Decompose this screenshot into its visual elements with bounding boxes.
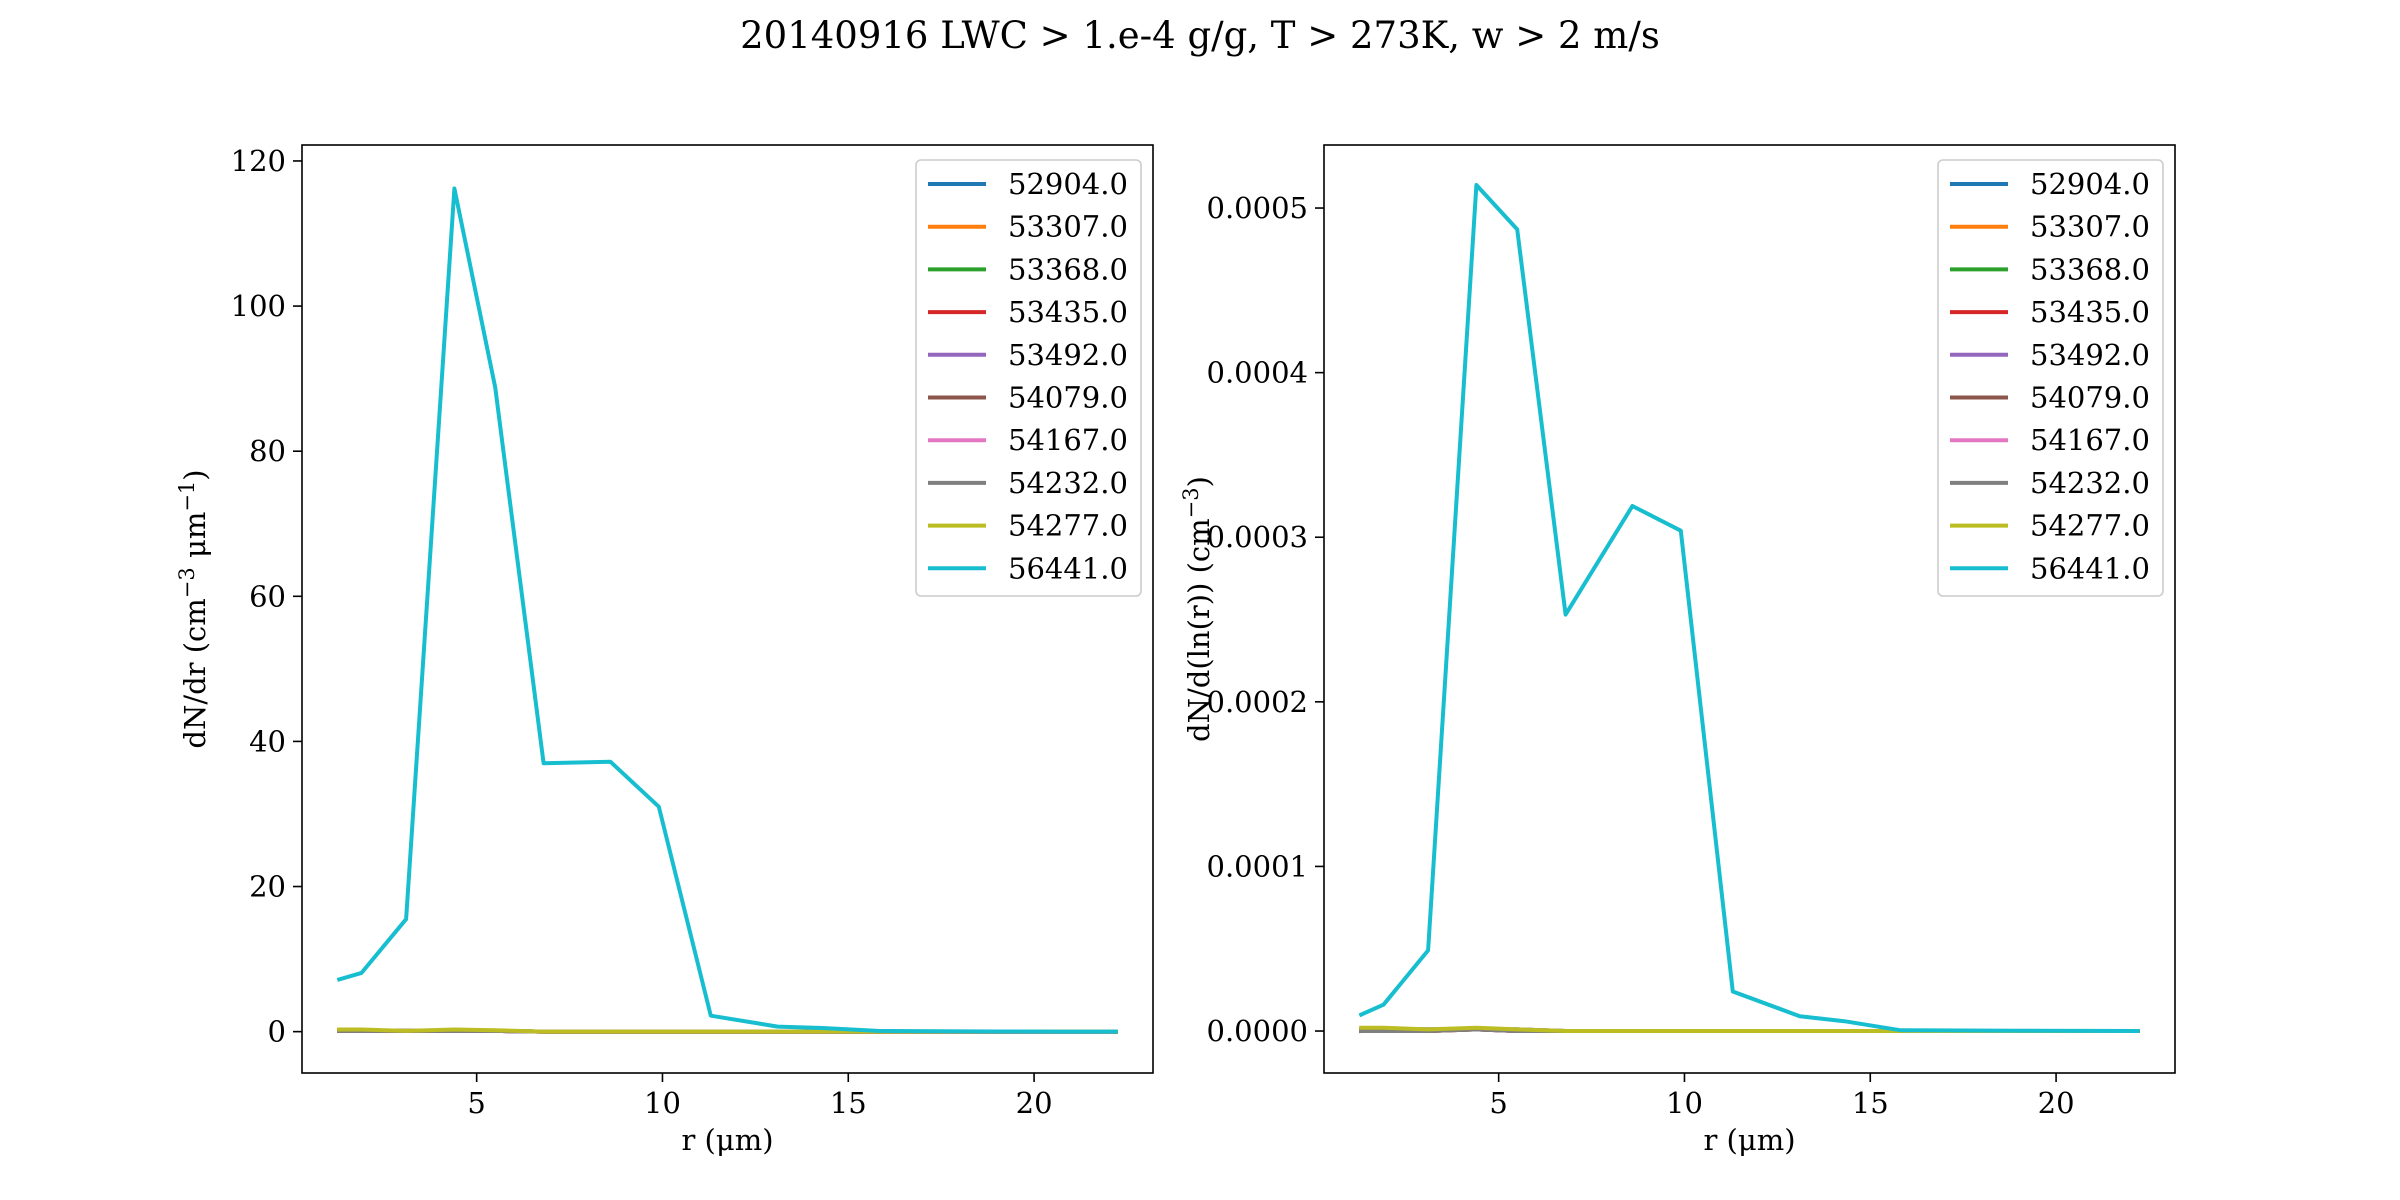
left-x-axis-label: r (μm) bbox=[681, 1123, 773, 1157]
right-x-tick-label: 15 bbox=[1852, 1086, 1889, 1120]
right-legend: 52904.0 53307.0 53368.0 53435.0 53492.0 54079… bbox=[1937, 159, 2164, 597]
right-legend-label-54079-0: 54079.0 bbox=[2030, 381, 2150, 415]
left-y-tick-label: 20 bbox=[249, 870, 286, 904]
left-y-tick-label: 60 bbox=[249, 579, 286, 613]
right-legend-label-54232-0: 54232.0 bbox=[2030, 466, 2150, 500]
right-legend-label-53435-0: 53435.0 bbox=[2030, 295, 2150, 329]
left-legend-label-53492-0: 53492.0 bbox=[1008, 338, 1128, 372]
right-legend-label-54167-0: 54167.0 bbox=[2030, 423, 2150, 457]
left-y-axis-label: dN/dr (cm−3 μm−1) bbox=[175, 469, 212, 748]
left-x-tick-label: 20 bbox=[1016, 1086, 1053, 1120]
left-x-tick-label: 10 bbox=[644, 1086, 681, 1120]
left-chart-panel: 5 10 15 20 0 20 40 60 80 100 120 r (μm) dN/dr (cm−3 … bbox=[175, 144, 1154, 1157]
left-y-tick-label: 120 bbox=[231, 144, 286, 178]
right-legend-label-53492-0: 53492.0 bbox=[2030, 338, 2150, 372]
right-x-axis-label-text: r (μm) bbox=[1703, 1123, 1795, 1157]
right-axes-frame bbox=[1323, 144, 2176, 1074]
left-x-axis-label-text: r (μm) bbox=[681, 1123, 773, 1157]
left-y-axis-label-main: dN/dr (cm bbox=[178, 598, 212, 748]
right-x-tick-label: 10 bbox=[1666, 1086, 1703, 1120]
right-y-tick-label: 0.0005 bbox=[1207, 191, 1308, 225]
left-legend-label-56441-0: 56441.0 bbox=[1008, 551, 1128, 585]
left-legend-label-54167-0: 54167.0 bbox=[1008, 423, 1128, 457]
left-x-tick-label: 15 bbox=[830, 1086, 867, 1120]
right-y-axis-label-end: ) bbox=[1182, 476, 1216, 487]
left-y-axis-label-mid: μm bbox=[178, 512, 212, 568]
right-y-axis-label-sup1: −3 bbox=[1179, 487, 1203, 518]
right-series-group bbox=[1358, 183, 2140, 1034]
right-y-tick-label: 0.0002 bbox=[1207, 685, 1308, 719]
left-x-tick-label: 5 bbox=[467, 1086, 485, 1120]
right-legend-label-53368-0: 53368.0 bbox=[2030, 252, 2150, 286]
left-legend-label-53435-0: 53435.0 bbox=[1008, 295, 1128, 329]
left-legend-label-53368-0: 53368.0 bbox=[1008, 252, 1128, 286]
right-y-tick-label: 0.0000 bbox=[1207, 1014, 1308, 1048]
right-legend-label-52904-0: 52904.0 bbox=[2030, 167, 2150, 201]
left-legend-label-52904-0: 52904.0 bbox=[1008, 167, 1128, 201]
left-y-tick-label: 40 bbox=[249, 724, 286, 758]
left-legend-label-54277-0: 54277.0 bbox=[1008, 509, 1128, 543]
figure-title: 20140916 LWC > 1.e-4 g/g, T > 273K, w > … bbox=[740, 14, 1660, 57]
right-y-tick-label: 0.0003 bbox=[1207, 520, 1308, 554]
right-legend-label-56441-0: 56441.0 bbox=[2030, 551, 2150, 585]
right-series-line-56441-0 bbox=[1358, 183, 2140, 1034]
left-y-axis-label-end: ) bbox=[178, 469, 212, 480]
right-y-axis-label-main: dN/d(ln(r)) (cm bbox=[1182, 518, 1216, 742]
left-legend-label-53307-0: 53307.0 bbox=[1008, 210, 1128, 244]
left-y-tick-label: 80 bbox=[249, 434, 286, 468]
left-legend-label-54232-0: 54232.0 bbox=[1008, 466, 1128, 500]
left-y-tick-label: 0 bbox=[268, 1015, 286, 1049]
right-x-tick-label: 20 bbox=[2038, 1086, 2075, 1120]
right-chart-panel: 5 10 15 20 0.0000 0.0001 0.0002 0.0003 0.0004 0.0… bbox=[1179, 144, 2176, 1157]
left-series-group bbox=[336, 186, 1118, 1034]
left-series-line-56441-0 bbox=[336, 186, 1118, 1034]
left-y-axis-label-sup1: −3 bbox=[175, 567, 199, 598]
left-y-tick-label: 100 bbox=[231, 289, 286, 323]
left-legend-label-54079-0: 54079.0 bbox=[1008, 381, 1128, 415]
right-x-axis-label: r (μm) bbox=[1703, 1123, 1795, 1157]
right-y-tick-label: 0.0004 bbox=[1207, 356, 1308, 390]
right-legend-label-54277-0: 54277.0 bbox=[2030, 509, 2150, 543]
left-legend: 52904.0 53307.0 53368.0 53435.0 53492.0 54079… bbox=[915, 159, 1142, 597]
right-y-axis-label: dN/d(ln(r)) (cm−3) bbox=[1179, 476, 1216, 742]
left-y-axis-label-sup2: −1 bbox=[175, 481, 199, 512]
right-legend-label-53307-0: 53307.0 bbox=[2030, 210, 2150, 244]
left-axes-frame bbox=[301, 144, 1154, 1074]
right-x-tick-label: 5 bbox=[1489, 1086, 1507, 1120]
right-y-tick-label: 0.0001 bbox=[1207, 849, 1308, 883]
